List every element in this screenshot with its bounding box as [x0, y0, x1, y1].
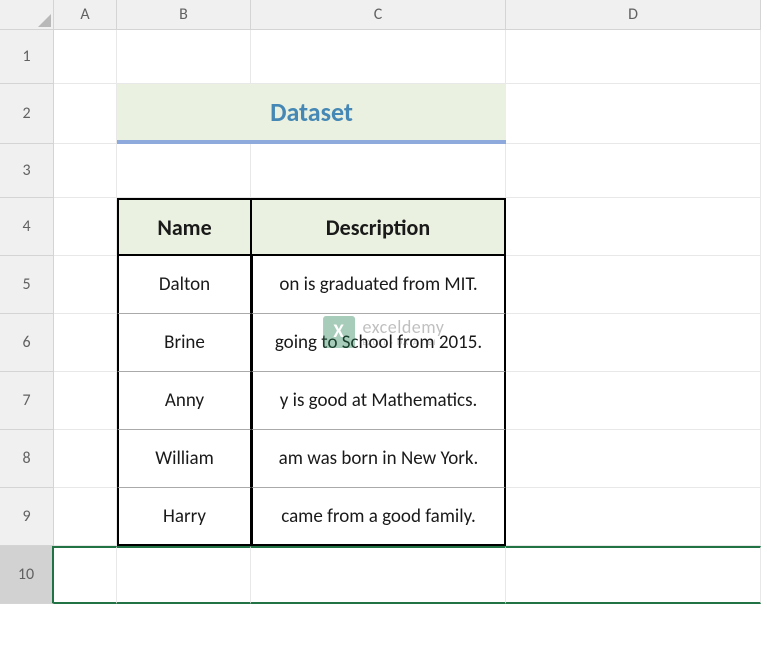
cell-d8[interactable] [506, 430, 761, 488]
title-cell[interactable]: Dataset [117, 84, 506, 144]
row-header-8[interactable]: 8 [0, 430, 54, 488]
cell-name-1[interactable]: Brine [117, 314, 251, 372]
row-header-9[interactable]: 9 [0, 488, 54, 546]
cell-d2[interactable] [506, 84, 761, 144]
cell-desc-4[interactable]: came from a good family. [251, 488, 506, 546]
cell-b10[interactable] [117, 546, 251, 604]
cell-desc-1[interactable]: going to School from 2015. [251, 314, 506, 372]
cell-a5[interactable] [54, 256, 117, 314]
cell-b1[interactable] [117, 30, 251, 84]
row-header-3[interactable]: 3 [0, 144, 54, 198]
cell-a10[interactable] [54, 546, 117, 604]
spreadsheet-grid: A B C D 1 2 Dataset 3 4 Name Description… [0, 0, 767, 604]
cell-d6[interactable] [506, 314, 761, 372]
cell-d5[interactable] [506, 256, 761, 314]
cell-desc-0[interactable]: on is graduated from MIT. [251, 256, 506, 314]
row-header-1[interactable]: 1 [0, 30, 54, 84]
cell-b3[interactable] [117, 144, 251, 198]
row-header-5[interactable]: 5 [0, 256, 54, 314]
cell-d3[interactable] [506, 144, 761, 198]
table-header-description[interactable]: Description [251, 198, 506, 256]
row-header-2[interactable]: 2 [0, 84, 54, 144]
cell-name-2[interactable]: Anny [117, 372, 251, 430]
cell-c1[interactable] [251, 30, 506, 84]
col-header-c[interactable]: C [251, 0, 506, 30]
cell-d1[interactable] [506, 30, 761, 84]
cell-a7[interactable] [54, 372, 117, 430]
cell-d4[interactable] [506, 198, 761, 256]
cell-desc-2[interactable]: y is good at Mathematics. [251, 372, 506, 430]
cell-c10[interactable] [251, 546, 506, 604]
cell-c3[interactable] [251, 144, 506, 198]
row-header-6[interactable]: 6 [0, 314, 54, 372]
cell-name-0[interactable]: Dalton [117, 256, 251, 314]
row-header-7[interactable]: 7 [0, 372, 54, 430]
select-all-corner[interactable] [0, 0, 54, 30]
cell-a4[interactable] [54, 198, 117, 256]
cell-d10[interactable] [506, 546, 761, 604]
cell-a9[interactable] [54, 488, 117, 546]
cell-a1[interactable] [54, 30, 117, 84]
cell-a3[interactable] [54, 144, 117, 198]
cell-a2[interactable] [54, 84, 117, 144]
cell-d9[interactable] [506, 488, 761, 546]
cell-desc-3[interactable]: am was born in New York. [251, 430, 506, 488]
cell-a6[interactable] [54, 314, 117, 372]
cell-a8[interactable] [54, 430, 117, 488]
row-header-4[interactable]: 4 [0, 198, 54, 256]
cell-d7[interactable] [506, 372, 761, 430]
table-header-name[interactable]: Name [117, 198, 251, 256]
col-header-d[interactable]: D [506, 0, 761, 30]
col-header-b[interactable]: B [117, 0, 251, 30]
cell-name-4[interactable]: Harry [117, 488, 251, 546]
row-header-10[interactable]: 10 [0, 546, 54, 604]
col-header-a[interactable]: A [54, 0, 117, 30]
cell-name-3[interactable]: William [117, 430, 251, 488]
